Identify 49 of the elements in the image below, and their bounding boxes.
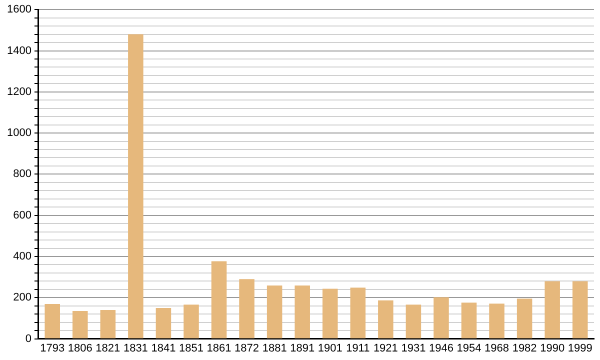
x-tick-label: 1999: [568, 342, 592, 354]
x-tick-label: 1931: [401, 342, 426, 354]
bar: [322, 288, 338, 338]
x-tick-label: 1793: [40, 342, 65, 354]
y-tick-label: 200: [13, 292, 32, 304]
x-tick-label: 1946: [428, 342, 454, 354]
bar: [128, 34, 144, 338]
x-tick-label: 1982: [512, 342, 537, 354]
x-tick-label: 1831: [123, 342, 148, 354]
bar: [572, 281, 588, 338]
x-tick-label: 1841: [151, 342, 176, 354]
bar: [378, 300, 394, 338]
bar: [239, 279, 254, 338]
x-tick-label: 1806: [68, 342, 92, 354]
y-tick-label: 1400: [6, 44, 32, 57]
x-tick-label: 1851: [179, 342, 204, 354]
bar: [350, 288, 366, 338]
x-tick-label: 1901: [318, 342, 342, 354]
y-tick-label: 1200: [6, 86, 32, 98]
bar: [516, 298, 532, 338]
x-tick-label: 1911: [346, 342, 370, 354]
x-tick-label: 1954: [456, 342, 482, 354]
bar: [461, 302, 477, 338]
y-tick-label: 1600: [6, 4, 32, 16]
bar: [266, 286, 282, 338]
bar: [489, 304, 504, 338]
bar: [100, 310, 116, 338]
bar: [406, 304, 422, 338]
bar: [544, 281, 560, 338]
x-tick-label: 1881: [262, 342, 287, 354]
bar: [184, 304, 199, 338]
y-tick-label: 1000: [6, 127, 32, 140]
x-tick-label: 1990: [540, 342, 565, 354]
x-tick-label: 1821: [96, 342, 120, 354]
x-tick-label: 1861: [206, 342, 232, 354]
bar: [44, 304, 60, 338]
x-tick-label: 1891: [290, 342, 315, 354]
x-tick-label: 1872: [234, 342, 260, 354]
bar: [434, 297, 449, 338]
bar: [294, 286, 310, 338]
bar: [156, 308, 172, 338]
y-tick-label: 600: [13, 209, 32, 222]
bar: [211, 261, 227, 338]
y-tick-label: 800: [13, 168, 32, 180]
x-tick-label: 1968: [484, 342, 510, 354]
bar: [72, 311, 88, 338]
y-tick-label: 0: [25, 332, 32, 345]
y-tick-label: 400: [13, 250, 32, 263]
x-tick-label: 1921: [373, 342, 398, 354]
